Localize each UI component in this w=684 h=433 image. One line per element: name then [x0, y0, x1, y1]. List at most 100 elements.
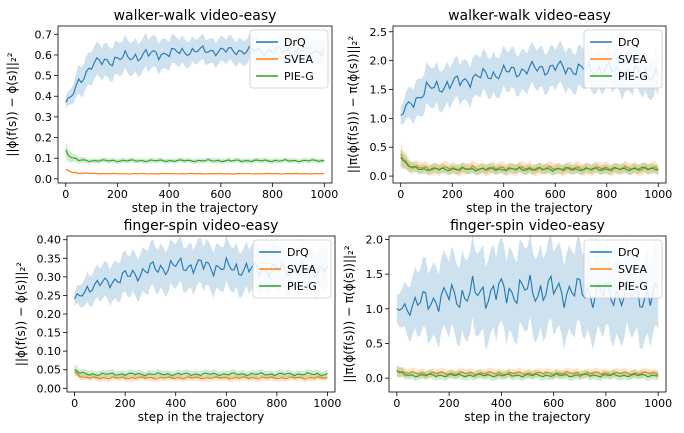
- y-axis-label: ||π(ϕ(f(s))) − π(ϕ(s))||₂²: [342, 245, 356, 382]
- plot-frame: [57, 25, 333, 184]
- y-tick-label: 2.5: [370, 26, 388, 39]
- x-tick-label: 0: [71, 397, 78, 410]
- band-pie-g: [65, 141, 325, 165]
- legend-label-svea: SVEA: [618, 53, 647, 66]
- x-tick-label: 200: [439, 397, 460, 410]
- x-tick-label: 200: [442, 188, 463, 201]
- x-tick-label: 0: [397, 188, 404, 201]
- x-tick-label: 800: [266, 397, 287, 410]
- x-tick-label: 1000: [310, 188, 338, 201]
- y-tick-label: 1.5: [366, 268, 384, 281]
- x-tick-label: 600: [543, 397, 564, 410]
- x-tick-label: 400: [165, 397, 186, 410]
- legend: DrQ SVEA PIE-G: [252, 239, 332, 299]
- y-tick-label: 0.05: [37, 364, 62, 377]
- legend-label-svea: SVEA: [618, 263, 647, 276]
- legend-label-drq: DrQ: [618, 36, 640, 49]
- chart-title: finger-spin video-easy: [124, 218, 279, 234]
- legend-label-pie-g: PIE-G: [287, 280, 317, 293]
- y-tick-label: 0.5: [35, 70, 53, 83]
- chart-title: walker-walk video-easy: [114, 8, 277, 24]
- y-tick-label: 0.1: [35, 152, 53, 165]
- chart-panel-1: 0 200 400 600 800 1000 0.0 0.1 0.2 0.3 0.4 0.5 0.6 0.…: [5, 8, 338, 215]
- line-svea: [400, 153, 659, 172]
- line-pie-g: [400, 157, 659, 172]
- x-tick-label: 400: [159, 188, 180, 201]
- y-tick-label: 0.00: [37, 382, 62, 395]
- y-tick-label: 2.0: [370, 55, 388, 68]
- y-tick-label: 0.0: [370, 170, 388, 183]
- y-tick-label: 0.4: [35, 90, 53, 103]
- line-drq: [396, 274, 659, 317]
- legend: DrQ SVEA PIE-G: [249, 29, 329, 89]
- x-axis-label: step in the trajectory: [132, 201, 258, 215]
- chart-panel-2: 0 200 400 600 800 1000 0.0 0.5 1.0 1.5 2.0 2.5 walke…: [346, 8, 672, 215]
- band-drq: [396, 233, 659, 351]
- y-tick-label: 0.35: [37, 252, 62, 265]
- legend-label-pie-g: PIE-G: [618, 280, 648, 293]
- x-axis-label: step in the trajectory: [464, 410, 590, 424]
- y-tick-label: 0.15: [37, 327, 62, 340]
- y-tick-label: 0.0: [35, 173, 53, 186]
- band-pie-g: [396, 365, 659, 382]
- x-tick-label: 600: [210, 188, 231, 201]
- x-tick-label: 800: [596, 188, 617, 201]
- line-svea: [65, 169, 325, 175]
- chart-panel-3: 0 200 400 600 800 1000 0.00 0.05 0.10 0.15 0.20 0.2…: [14, 218, 341, 424]
- x-axis-label: step in the trajectory: [138, 410, 264, 424]
- legend-label-drq: DrQ: [287, 246, 309, 259]
- x-tick-label: 0: [62, 188, 69, 201]
- x-tick-label: 1000: [644, 397, 672, 410]
- x-axis-label: step in the trajectory: [466, 201, 592, 215]
- legend-label-pie-g: PIE-G: [284, 70, 314, 83]
- y-tick-label: 0.20: [37, 308, 62, 321]
- legend-label-pie-g: PIE-G: [618, 70, 648, 83]
- y-tick-label: 0.7: [35, 28, 53, 41]
- y-tick-label: 0.0: [366, 372, 384, 385]
- x-tick-label: 400: [491, 397, 512, 410]
- chart-title: finger-spin video-easy: [450, 218, 605, 234]
- line-pie-g: [65, 149, 325, 163]
- x-tick-label: 800: [595, 397, 616, 410]
- legend-label-drq: DrQ: [284, 36, 306, 49]
- legend-label-svea: SVEA: [287, 263, 316, 276]
- line-pie-g: [74, 369, 328, 377]
- y-tick-label: 0.6: [35, 49, 53, 62]
- legend: DrQ SVEA PIE-G: [583, 239, 663, 299]
- x-tick-label: 600: [545, 188, 566, 201]
- y-tick-label: 1.0: [370, 112, 388, 125]
- x-tick-label: 0: [393, 397, 400, 410]
- legend-box: [252, 239, 332, 299]
- line-svea: [396, 369, 659, 376]
- y-axis-label: ||ϕ(f(s)) − ϕ(s)||₂²: [14, 262, 28, 366]
- x-tick-label: 400: [493, 188, 514, 201]
- legend-label-svea: SVEA: [284, 53, 313, 66]
- y-tick-label: 1.0: [366, 303, 384, 316]
- y-axis-label: ||π(ϕ(f(s))) − π(ϕ(s))||₂²: [346, 36, 360, 173]
- chart-title: walker-walk video-easy: [448, 8, 611, 24]
- y-tick-label: 0.10: [37, 345, 62, 358]
- y-tick-label: 0.25: [37, 289, 62, 302]
- x-tick-label: 200: [107, 188, 128, 201]
- y-tick-label: 1.5: [370, 83, 388, 96]
- x-tick-label: 600: [216, 397, 237, 410]
- x-tick-label: 1000: [313, 397, 341, 410]
- x-tick-label: 800: [262, 188, 283, 201]
- band-pie-g: [74, 364, 328, 380]
- legend-box: [583, 29, 663, 89]
- x-tick-label: 200: [115, 397, 136, 410]
- y-tick-label: 0.30: [37, 271, 62, 284]
- legend-label-drq: DrQ: [618, 246, 640, 259]
- y-tick-label: 0.3: [35, 111, 53, 124]
- legend-box: [249, 29, 329, 89]
- y-tick-label: 0.5: [366, 337, 384, 350]
- y-axis-label: ||ϕ(f(s)) − ϕ(s)||₂²: [5, 52, 19, 156]
- chart-panel-4: 0 200 400 600 800 1000 0.0 0.5 1.0 1.5 2.0 finger-s…: [342, 218, 672, 424]
- y-tick-label: 0.5: [370, 141, 388, 154]
- x-tick-label: 1000: [644, 188, 672, 201]
- y-tick-label: 0.2: [35, 132, 53, 145]
- plot-frame: [392, 25, 667, 184]
- legend-box: [583, 239, 663, 299]
- legend: DrQ SVEA PIE-G: [583, 29, 663, 89]
